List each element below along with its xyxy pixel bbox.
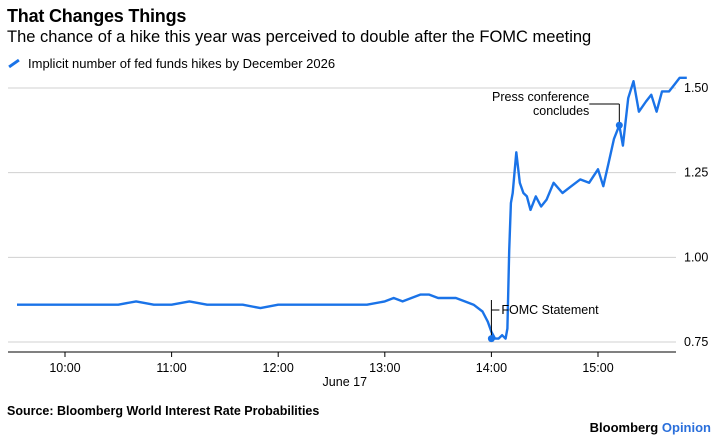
chart-title: That Changes Things (7, 6, 187, 26)
annotation-label: FOMC Statement (501, 303, 599, 317)
y-tick-label: 1.00 (684, 250, 708, 264)
annotation-marker (615, 121, 623, 129)
x-tick-label: 12:00 (263, 361, 294, 375)
brand-logo: Bloomberg Opinion (590, 420, 711, 435)
annotation-label: concludes (533, 104, 589, 118)
x-tick-label: 11:00 (156, 361, 186, 375)
y-tick-label: 0.75 (684, 335, 708, 349)
x-tick-label: 14:00 (476, 361, 507, 375)
annotation-marker (487, 335, 495, 343)
brand-accent: Opinion (661, 420, 711, 435)
x-tick-label: 10:00 (49, 361, 80, 375)
x-tick-label: 15:00 (582, 361, 613, 375)
chart-subtitle: The chance of a hike this year was perce… (7, 28, 592, 46)
x-tick-label: 13:00 (369, 361, 400, 375)
source-note: Source: Bloomberg World Interest Rate Pr… (7, 404, 320, 418)
x-axis-label: June 17 (323, 375, 368, 389)
annotation-label: Press conference (492, 90, 589, 104)
y-tick-label: 1.50 (684, 81, 708, 95)
legend-label: Implicit number of fed funds hikes by De… (28, 56, 336, 71)
legend: Implicit number of fed funds hikes by De… (8, 56, 335, 71)
brand-main: Bloomberg (589, 420, 659, 435)
y-tick-label: 1.25 (684, 166, 708, 180)
